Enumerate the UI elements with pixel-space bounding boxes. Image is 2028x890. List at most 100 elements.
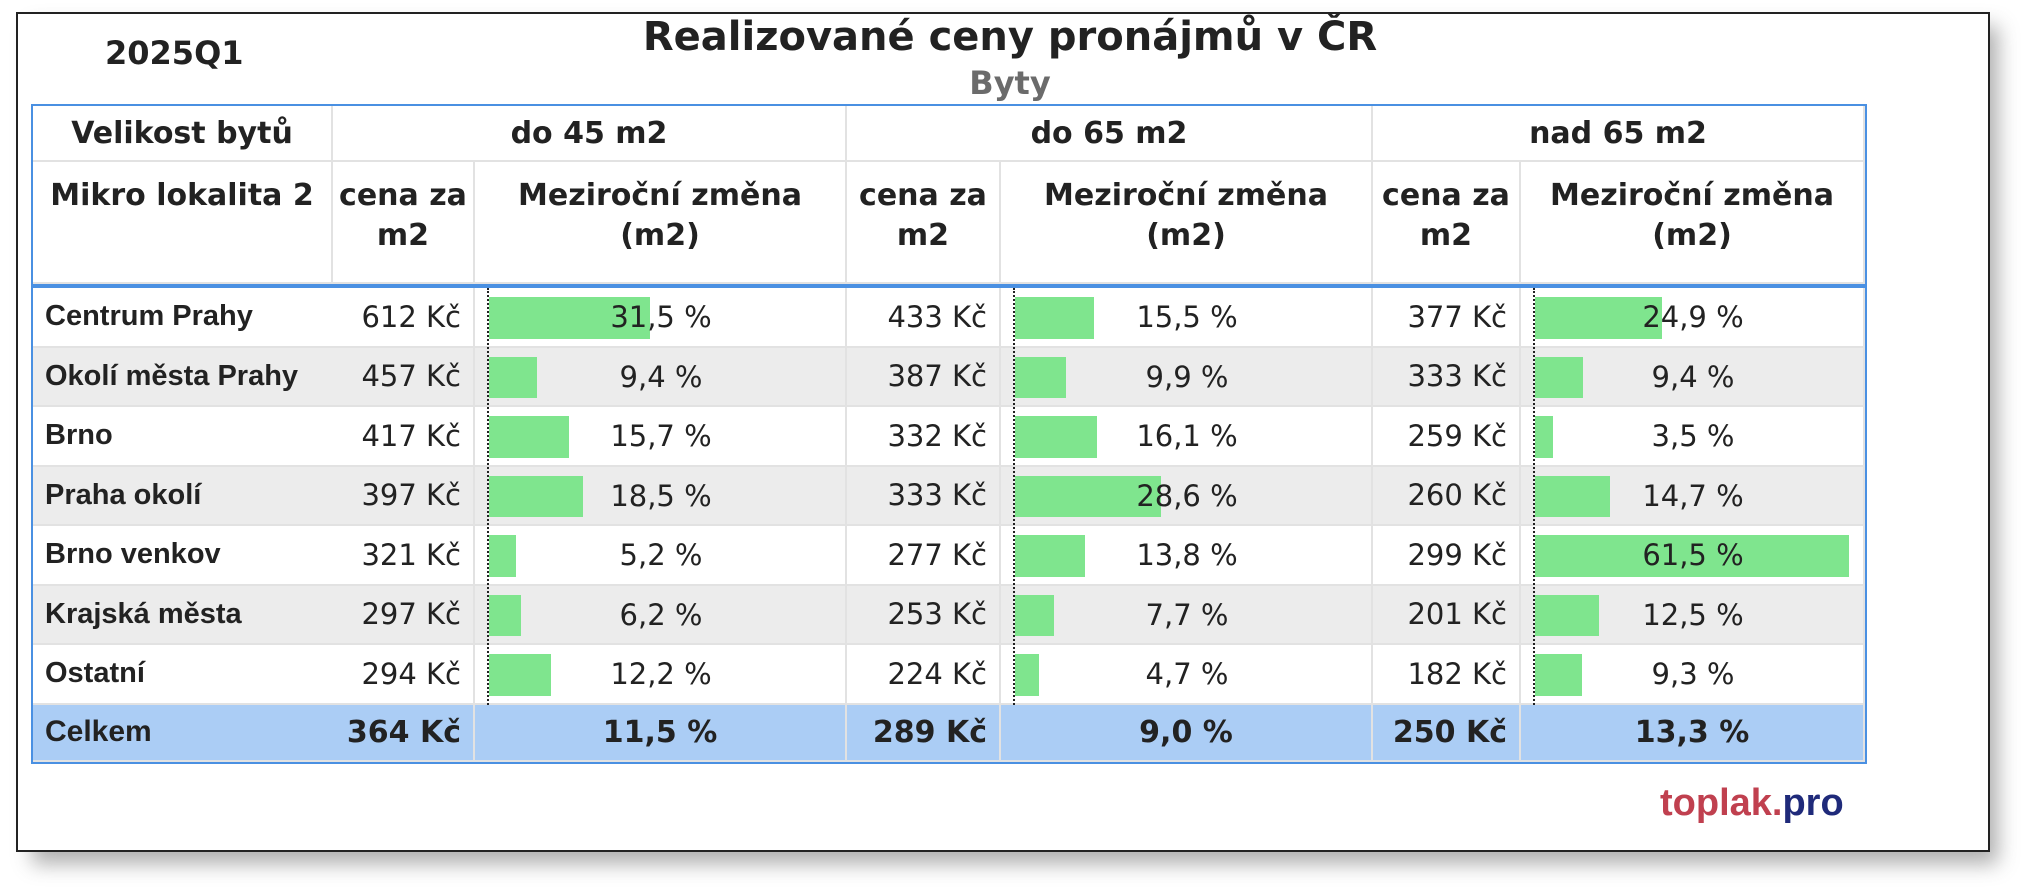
change-bar — [1535, 297, 1663, 339]
total-price-cell: 364 Kč — [333, 704, 475, 762]
chart-subtitle: Byty — [969, 64, 1051, 102]
header-group: nad 65 m2 — [1373, 106, 1865, 162]
price-cell: 333 Kč — [1373, 347, 1521, 407]
change-label: 5,2 % — [619, 538, 703, 572]
price-cell: 224 Kč — [847, 645, 1001, 705]
price-cell: 397 Kč — [333, 466, 475, 526]
change-cell — [475, 526, 847, 586]
brand-part2: pro — [1782, 782, 1844, 824]
table-row-location: Ostatní — [33, 645, 335, 705]
total-row-label: Celkem — [33, 704, 335, 762]
header-change: Meziroční změna (m2) — [1001, 162, 1373, 284]
change-label: 9,4 % — [619, 359, 703, 394]
change-bar — [1015, 416, 1098, 458]
price-cell: 321 Kč — [333, 526, 475, 586]
change-label: 3,5 % — [1651, 419, 1735, 453]
change-bar — [1015, 535, 1086, 577]
table-row-location: Centrum Prahy — [33, 288, 335, 348]
brand-logo: toplak.pro — [1660, 782, 1844, 825]
header-change: Meziroční změna (m2) — [1521, 162, 1865, 284]
change-label: 15,7 % — [610, 419, 712, 453]
price-cell: 201 Kč — [1373, 585, 1521, 645]
price-cell: 457 Kč — [333, 347, 475, 407]
header-price: cena za m2 — [847, 162, 1001, 284]
price-cell: 253 Kč — [847, 585, 1001, 645]
change-label: 15,5 % — [1136, 300, 1238, 334]
change-bar — [1015, 594, 1055, 636]
change-label: 14,7 % — [1642, 478, 1744, 513]
change-bar — [489, 475, 584, 517]
brand-part1: toplak. — [1660, 782, 1783, 824]
bar-baseline — [1533, 288, 1535, 705]
header-group: do 45 m2 — [333, 106, 847, 162]
table-row-location: Okolí města Prahy — [33, 347, 335, 407]
change-bar — [489, 654, 552, 696]
header-location-label: Mikro lokalita 2 — [33, 162, 333, 284]
total-price-cell: 250 Kč — [1373, 704, 1521, 762]
header-price: cena za m2 — [333, 162, 475, 284]
price-cell: 260 Kč — [1373, 466, 1521, 526]
change-cell — [1001, 585, 1373, 645]
price-cell: 377 Kč — [1373, 288, 1521, 348]
table-row-location: Brno — [33, 407, 335, 467]
table-row-location: Krajská města — [33, 585, 335, 645]
change-bar — [489, 356, 537, 398]
change-label: 6,2 % — [619, 597, 703, 632]
change-bar — [1535, 475, 1611, 517]
change-cell — [475, 347, 847, 407]
change-bar — [1015, 475, 1162, 517]
change-label: 12,2 % — [610, 657, 712, 691]
chart-title: Realizované ceny pronájmů v ČR — [642, 14, 1378, 60]
change-bar — [489, 416, 570, 458]
change-bar — [1535, 654, 1583, 696]
change-cell — [1001, 645, 1373, 705]
change-label: 12,5 % — [1642, 597, 1744, 632]
change-bar — [1535, 356, 1583, 398]
change-bar — [1015, 654, 1039, 696]
header-price: cena za m2 — [1373, 162, 1521, 284]
change-label: 24,9 % — [1642, 300, 1744, 334]
price-cell: 332 Kč — [847, 407, 1001, 467]
header-group: do 65 m2 — [847, 106, 1373, 162]
price-cell: 333 Kč — [847, 466, 1001, 526]
change-bar — [1535, 594, 1599, 636]
price-cell: 433 Kč — [847, 288, 1001, 348]
total-price-cell: 289 Kč — [847, 704, 1001, 762]
price-cell: 277 Kč — [847, 526, 1001, 586]
period-label: 2025Q1 — [105, 34, 244, 72]
price-cell: 259 Kč — [1373, 407, 1521, 467]
change-label: 31,5 % — [610, 300, 712, 334]
bar-baseline — [1013, 288, 1015, 705]
change-bar — [1535, 416, 1553, 458]
header-size-label: Velikost bytů — [33, 106, 333, 162]
change-label: 9,3 % — [1651, 657, 1735, 691]
price-cell: 297 Kč — [333, 585, 475, 645]
change-bar — [1015, 356, 1066, 398]
price-cell: 417 Kč — [333, 407, 475, 467]
header-divider — [33, 284, 1865, 288]
change-label: 61,5 % — [1642, 538, 1744, 572]
change-label: 28,6 % — [1136, 478, 1238, 513]
change-cell — [475, 585, 847, 645]
price-cell: 387 Kč — [847, 347, 1001, 407]
change-label: 4,7 % — [1145, 657, 1229, 691]
change-label: 18,5 % — [610, 478, 712, 513]
change-cell — [1521, 407, 1865, 467]
total-change-cell: 9,0 % — [1001, 704, 1373, 762]
price-cell: 182 Kč — [1373, 645, 1521, 705]
table-row-location: Praha okolí — [33, 466, 335, 526]
table-row-location: Brno venkov — [33, 526, 335, 586]
change-label: 13,8 % — [1136, 538, 1238, 572]
price-cell: 294 Kč — [333, 645, 475, 705]
change-bar — [489, 297, 650, 339]
change-bar — [489, 594, 521, 636]
change-label: 7,7 % — [1145, 597, 1229, 632]
rent-price-table: Velikost bytů do 45 m2 do 65 m2 nad 65 m2 Mi… — [31, 104, 1867, 764]
header-change: Meziroční změna (m2) — [475, 162, 847, 284]
total-change-cell: 13,3 % — [1521, 704, 1865, 762]
price-cell: 299 Kč — [1373, 526, 1521, 586]
change-bar — [1535, 535, 1849, 577]
change-label: 9,4 % — [1651, 359, 1735, 394]
change-bar — [489, 535, 516, 577]
change-bar — [1015, 297, 1095, 339]
